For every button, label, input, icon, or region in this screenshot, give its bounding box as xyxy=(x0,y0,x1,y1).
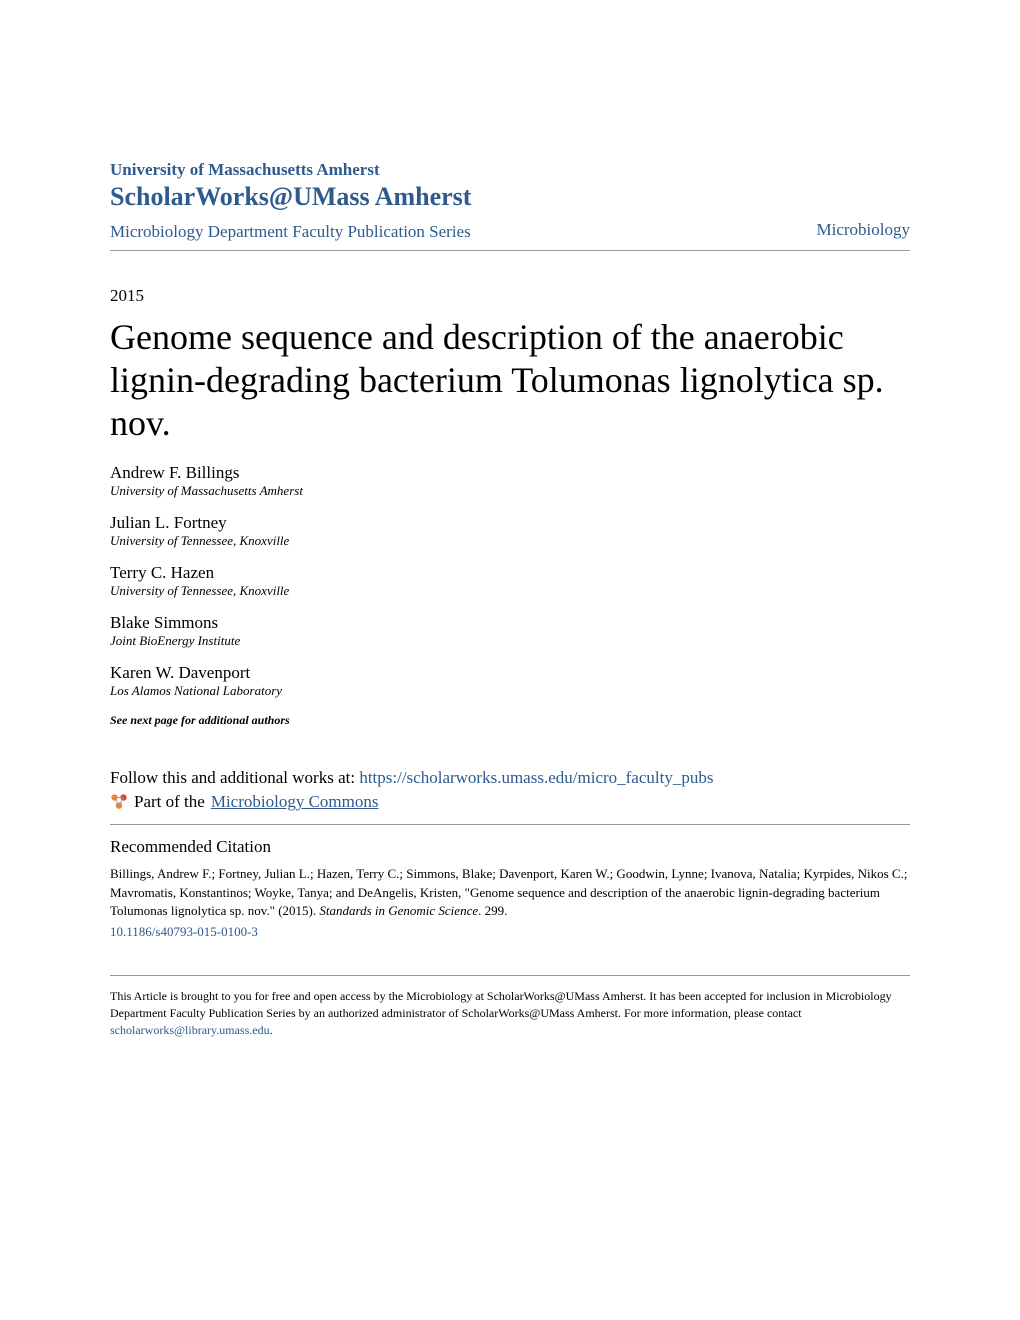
department-series-link[interactable]: Microbiology Department Faculty Publicat… xyxy=(110,220,471,244)
header-site-name[interactable]: ScholarWorks@UMass Amherst xyxy=(110,182,910,212)
footer-suffix: . xyxy=(270,1023,273,1037)
citation-text: Billings, Andrew F.; Fortney, Julian L.;… xyxy=(110,865,910,920)
author-block: Julian L. Fortney University of Tennesse… xyxy=(110,513,910,549)
author-block: Andrew F. Billings University of Massach… xyxy=(110,463,910,499)
divider xyxy=(110,824,910,825)
department-link[interactable]: Microbiology xyxy=(817,220,911,240)
footer-divider xyxy=(110,975,910,976)
publication-year: 2015 xyxy=(110,286,910,306)
author-name: Andrew F. Billings xyxy=(110,463,910,483)
author-affiliation: University of Tennessee, Knoxville xyxy=(110,583,910,599)
author-affiliation: Los Alamos National Laboratory xyxy=(110,683,910,699)
recommended-citation-heading: Recommended Citation xyxy=(110,837,910,857)
commons-link[interactable]: Microbiology Commons xyxy=(211,792,379,812)
author-affiliation: University of Tennessee, Knoxville xyxy=(110,533,910,549)
citation-body: Billings, Andrew F.; Fortney, Julian L.;… xyxy=(110,866,907,917)
author-name: Terry C. Hazen xyxy=(110,563,910,583)
footer-body: This Article is brought to you for free … xyxy=(110,989,892,1020)
author-affiliation: University of Massachusetts Amherst xyxy=(110,483,910,499)
author-name: Julian L. Fortney xyxy=(110,513,910,533)
page-title: Genome sequence and description of the a… xyxy=(110,316,910,446)
header-institution: University of Massachusetts Amherst xyxy=(110,160,910,180)
network-icon xyxy=(110,793,128,811)
author-block: Blake Simmons Joint BioEnergy Institute xyxy=(110,613,910,649)
author-block: Terry C. Hazen University of Tennessee, … xyxy=(110,563,910,599)
see-next-authors: See next page for additional authors xyxy=(110,713,910,728)
part-of-line: Part of the Microbiology Commons xyxy=(110,792,910,812)
author-name: Karen W. Davenport xyxy=(110,663,910,683)
doi-link[interactable]: 10.1186/s40793-015-0100-3 xyxy=(110,924,910,940)
author-block: Karen W. Davenport Los Alamos National L… xyxy=(110,663,910,699)
author-name: Blake Simmons xyxy=(110,613,910,633)
citation-suffix: . 299. xyxy=(478,903,507,918)
contact-email-link[interactable]: scholarworks@library.umass.edu xyxy=(110,1023,270,1037)
breadcrumb-row: Microbiology Department Faculty Publicat… xyxy=(110,220,910,251)
follow-prefix: Follow this and additional works at: xyxy=(110,768,359,787)
citation-journal: Standards in Genomic Science xyxy=(319,903,478,918)
footer-text: This Article is brought to you for free … xyxy=(110,988,910,1038)
part-of-prefix: Part of the xyxy=(134,792,205,812)
follow-url-link[interactable]: https://scholarworks.umass.edu/micro_fac… xyxy=(359,768,713,787)
author-affiliation: Joint BioEnergy Institute xyxy=(110,633,910,649)
follow-works-line: Follow this and additional works at: htt… xyxy=(110,768,910,788)
